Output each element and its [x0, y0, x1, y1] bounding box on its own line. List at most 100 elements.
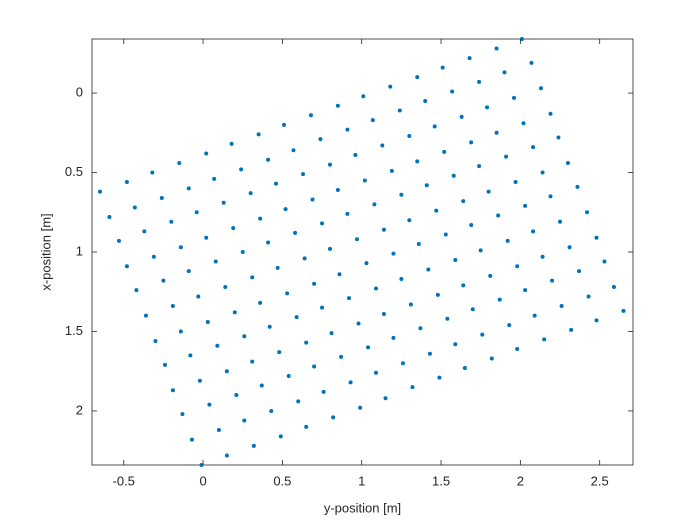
- x-tick-label: 1.5: [432, 473, 450, 488]
- point: [310, 197, 315, 202]
- point: [505, 238, 510, 243]
- point: [577, 269, 582, 274]
- point: [435, 292, 440, 297]
- point: [312, 281, 317, 286]
- point: [372, 202, 377, 207]
- point: [281, 122, 286, 127]
- point: [450, 89, 455, 94]
- point: [424, 183, 429, 188]
- point: [151, 254, 156, 259]
- point: [410, 385, 415, 390]
- point: [540, 254, 545, 259]
- point: [353, 153, 358, 158]
- point: [364, 261, 369, 266]
- point: [240, 250, 245, 254]
- x-tick-label: 0.5: [273, 473, 291, 488]
- point: [356, 321, 361, 326]
- point: [523, 288, 528, 293]
- point: [256, 132, 261, 137]
- point: [308, 113, 313, 118]
- point: [434, 208, 439, 213]
- point: [97, 189, 102, 194]
- point: [426, 267, 431, 272]
- point: [207, 402, 212, 407]
- point: [550, 278, 555, 283]
- point: [529, 60, 534, 65]
- point: [575, 184, 580, 189]
- point: [486, 189, 491, 194]
- points: [97, 37, 626, 467]
- point: [521, 121, 526, 126]
- point: [159, 195, 164, 200]
- point: [494, 46, 499, 51]
- point: [177, 160, 182, 165]
- x-tick-label: -0.5: [113, 473, 135, 488]
- x-tick-label: 2: [517, 473, 524, 488]
- point: [329, 331, 334, 336]
- point: [213, 259, 218, 264]
- point: [494, 130, 499, 135]
- point: [496, 213, 501, 218]
- point: [461, 199, 466, 204]
- point: [507, 323, 512, 328]
- point: [321, 389, 326, 394]
- point: [153, 339, 158, 344]
- point: [224, 453, 229, 458]
- point: [242, 418, 247, 423]
- point: [277, 350, 282, 355]
- point: [532, 313, 537, 318]
- point: [519, 37, 524, 41]
- y-tick-label: 0: [76, 84, 83, 99]
- point: [397, 108, 402, 113]
- point: [462, 366, 467, 371]
- point: [477, 79, 482, 84]
- point: [335, 188, 340, 193]
- point: [451, 173, 456, 178]
- point: [383, 396, 388, 401]
- point: [423, 98, 428, 103]
- point: [170, 304, 175, 309]
- point: [502, 70, 507, 75]
- point: [345, 211, 350, 216]
- point: [335, 103, 340, 108]
- point: [327, 162, 332, 167]
- point: [373, 286, 378, 291]
- point: [107, 215, 112, 220]
- x-tick-label: 0: [199, 473, 206, 488]
- point: [407, 218, 412, 223]
- point: [594, 318, 599, 323]
- point: [348, 380, 353, 385]
- point: [274, 181, 279, 186]
- point: [354, 237, 359, 242]
- point: [370, 118, 375, 123]
- point: [432, 124, 437, 129]
- point: [504, 154, 509, 159]
- point: [293, 230, 298, 235]
- point: [469, 222, 474, 227]
- point: [212, 176, 217, 181]
- point: [531, 145, 536, 150]
- point: [205, 319, 210, 324]
- point: [286, 373, 291, 378]
- point: [186, 186, 191, 191]
- point: [477, 164, 482, 169]
- point: [239, 167, 244, 172]
- point: [459, 114, 464, 119]
- point: [515, 264, 520, 269]
- point: [569, 327, 574, 332]
- point: [362, 178, 367, 183]
- point: [234, 393, 239, 398]
- point: [478, 248, 483, 253]
- point: [301, 172, 306, 177]
- point: [216, 428, 221, 433]
- point: [312, 364, 317, 369]
- point: [170, 388, 175, 393]
- point: [132, 205, 137, 210]
- point: [461, 283, 466, 288]
- point: [488, 273, 493, 278]
- point: [251, 443, 256, 448]
- point: [515, 346, 520, 351]
- point: [204, 151, 209, 156]
- point: [320, 221, 325, 226]
